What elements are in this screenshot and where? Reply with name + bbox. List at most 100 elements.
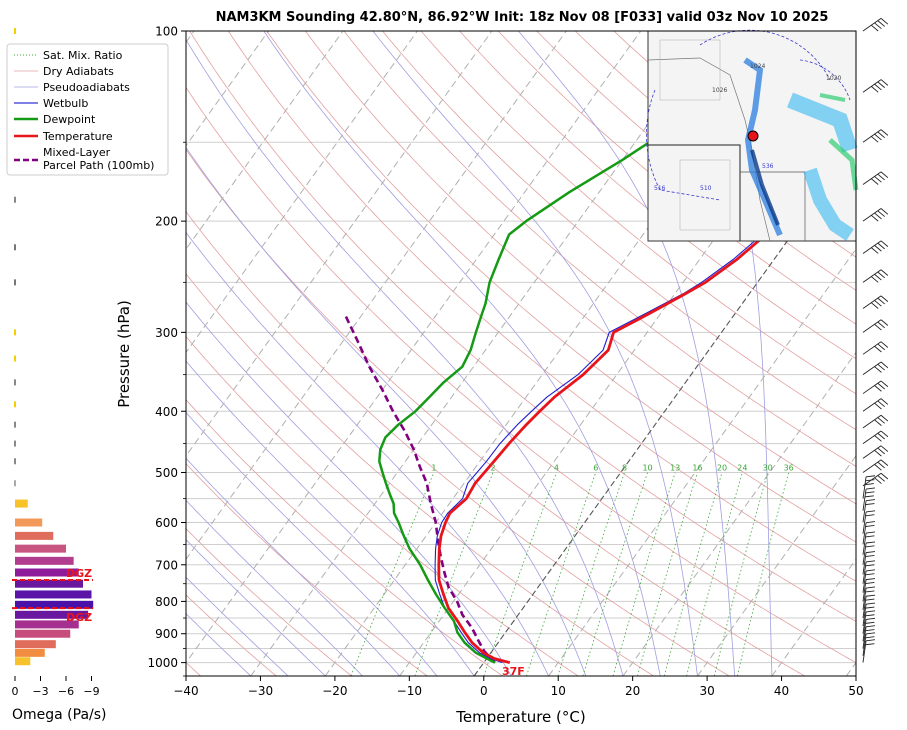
legend-label-6: Mixed-Layer [43, 146, 111, 159]
wind-barb-flag [865, 573, 875, 576]
wind-barb-675 [862, 531, 876, 555]
y-tick-label-3: 400 [155, 405, 178, 419]
x-tick-label-6: 20 [625, 684, 640, 698]
wind-barb-650 [862, 521, 876, 545]
wind-barb-flag [880, 398, 889, 405]
mixing-ratio-lines [350, 472, 790, 676]
x-tick-label-1: −30 [248, 684, 273, 698]
dgz-label-0: DGZ [66, 567, 92, 580]
dry-adiabat-110 [382, 31, 856, 431]
wind-barb-flag [874, 345, 882, 353]
wind-barb-flag [880, 430, 889, 438]
mix-ratio-label-13: 13 [670, 463, 680, 472]
sounding-location-marker [747, 130, 759, 142]
wind-barb-flag [866, 617, 876, 620]
wind-barb-flag [871, 302, 879, 309]
mix-ratio-label-30: 30 [763, 463, 773, 472]
wind-barb-flag [871, 247, 879, 254]
wind-barb-flag [871, 24, 879, 32]
wind-barb-500 [862, 459, 889, 473]
moist-adiabat-25 [263, 31, 661, 676]
wind-barb-flag [871, 136, 879, 143]
moist-adiabat-40 [686, 31, 773, 676]
moist-adiabat-5 [186, 301, 512, 676]
omega-bar-3 [15, 544, 66, 553]
dry-adiabat-60 [189, 31, 856, 622]
omega-upper-marker-5 [14, 329, 16, 336]
mix-ratio-line-36 [737, 472, 790, 676]
wind-barb-flag [874, 133, 882, 141]
wind-barb-flag [865, 535, 875, 538]
wind-barb-flag [874, 464, 882, 471]
x-axis-label: Temperature (°C) [455, 708, 585, 726]
wind-barb-600 [862, 499, 876, 523]
wind-barb-flag [866, 594, 876, 597]
wind-barb-flag [877, 363, 885, 371]
wind-barb-475 [862, 445, 889, 459]
wind-barb-flag [866, 560, 876, 563]
y-tick-label-1: 200 [155, 215, 178, 229]
wind-barb-flag [877, 297, 885, 305]
mix-ratio-label-8: 8 [622, 463, 627, 472]
x-tick-label-7: 30 [699, 684, 714, 698]
inset-label-1020: 1020 [826, 75, 841, 82]
wind-barb-325 [862, 341, 889, 355]
wind-barb-flag [880, 361, 889, 369]
dry-adiabat--30 [186, 594, 277, 676]
wind-barb-flag [874, 176, 882, 183]
isotherm--90 [186, 31, 269, 147]
wind-barb-flag [874, 323, 882, 331]
legend-label-2: Pseudoadiabats [43, 81, 130, 94]
wind-barb-flag [874, 449, 882, 457]
y-axis: 100 200 300 400 500 600 700 800 900 1000 [147, 25, 186, 677]
wind-barb-staff [862, 171, 882, 185]
isotherm-40 [771, 558, 856, 676]
x-tick-label-3: −10 [397, 684, 422, 698]
wind-barb-flag [866, 531, 876, 534]
dry-adiabat-80 [266, 31, 856, 543]
x-tick-label-2: −20 [322, 684, 347, 698]
mix-ratio-line-8 [557, 472, 625, 676]
mix-ratio-line-4 [483, 472, 557, 676]
x-tick-label-5: 10 [551, 684, 566, 698]
mix-ratio-label-2: 2 [490, 463, 495, 472]
dry-adiabat-20 [186, 273, 654, 676]
wind-barb-flag [866, 475, 876, 478]
omega-bar-13 [15, 648, 45, 657]
wind-barb-flag [874, 419, 882, 426]
mix-ratio-label-24: 24 [737, 463, 747, 472]
inset-label-516: 516 [654, 185, 666, 192]
chart-title: NAM3KM Sounding 42.80°N, 86.92°W Init: 1… [216, 10, 829, 25]
wind-barb-flag [865, 598, 875, 601]
wind-barb-400 [862, 398, 889, 412]
wind-barb-flag [877, 475, 885, 482]
omega-bar-4 [15, 556, 74, 565]
mix-ratio-line-13 [612, 472, 676, 676]
isotherm--60 [186, 31, 493, 457]
wind-barb-flag [877, 461, 885, 469]
wind-barb-staff [862, 341, 882, 355]
wind-barb-flag [866, 499, 876, 502]
wind-barb-flag [866, 602, 876, 605]
dry-adiabat-40 [186, 148, 805, 676]
wind-barb-flag [874, 83, 882, 91]
omega-tick-label-0: 0 [12, 685, 19, 698]
wind-barb-flag [871, 214, 879, 222]
isotherm--40 [186, 31, 642, 664]
wind-barb-375 [862, 380, 889, 394]
wind-barb-550 [862, 475, 876, 499]
wind-barb-staff [862, 269, 882, 283]
wind-barb-flag [866, 610, 876, 613]
legend-label-0: Sat. Mix. Ratio [43, 49, 123, 62]
dry-adiabat-10 [186, 335, 579, 676]
wind-barb-flag [864, 495, 874, 498]
wind-barb-flag [866, 521, 876, 524]
wind-barb-flag [866, 625, 876, 628]
mix-ratio-line-10 [582, 472, 648, 676]
omega-upper-marker-10 [14, 440, 16, 447]
mix-ratio-label-36: 36 [784, 463, 794, 472]
wind-barb-flag [865, 525, 875, 528]
inset-label-1024: 1024 [750, 63, 765, 70]
plot-frame [185, 30, 857, 677]
wind-barb-700 [862, 541, 876, 565]
